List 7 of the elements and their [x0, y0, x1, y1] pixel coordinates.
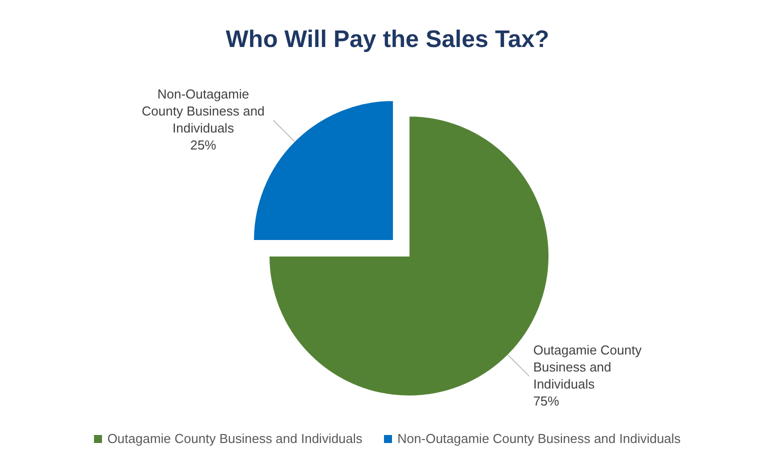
- slice-label: Outagamie County Business and Individuals: [533, 342, 642, 392]
- data-label: 25%: [190, 138, 217, 153]
- slice-label: Non-Outagamie County Business and Individuals: [142, 86, 265, 136]
- chart-title: Who Will Pay the Sales Tax?: [224, 25, 550, 55]
- legend-label: Non-Outagamie County Business and Individuals: [397, 431, 681, 446]
- legend-label: Outagamie County Business and Individuals: [107, 431, 362, 446]
- data-label: 75%: [533, 394, 560, 409]
